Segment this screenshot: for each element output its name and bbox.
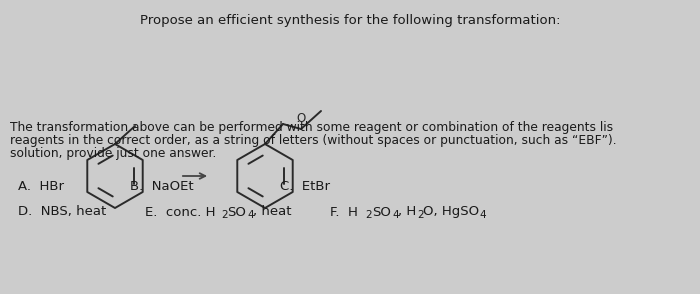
Text: A.  HBr: A. HBr [18, 181, 64, 193]
Text: Propose an efficient synthesis for the following transformation:: Propose an efficient synthesis for the f… [140, 14, 560, 27]
Text: O, HgSO: O, HgSO [423, 206, 479, 218]
Text: D.  NBS, heat: D. NBS, heat [18, 206, 106, 218]
Text: F.  H: F. H [330, 206, 358, 218]
Text: B.  NaOEt: B. NaOEt [130, 181, 194, 193]
Text: , heat: , heat [253, 206, 291, 218]
Text: reagents in the correct order, as a string of letters (without spaces or punctua: reagents in the correct order, as a stri… [10, 134, 617, 147]
Text: 2: 2 [221, 210, 228, 220]
Text: SO: SO [227, 206, 246, 218]
Text: C.  EtBr: C. EtBr [280, 181, 330, 193]
Text: The transformation above can be performed with some reagent or combination of th: The transformation above can be performe… [10, 121, 613, 134]
Text: solution, provide just one answer.: solution, provide just one answer. [10, 147, 216, 160]
Text: 2: 2 [417, 210, 424, 220]
Text: 4: 4 [392, 210, 398, 220]
Text: O: O [296, 113, 306, 126]
Text: 4: 4 [479, 210, 486, 220]
Text: 4: 4 [247, 210, 253, 220]
Text: , H: , H [398, 206, 416, 218]
Text: 2: 2 [365, 210, 372, 220]
Text: SO: SO [372, 206, 391, 218]
Text: E.  conc. H: E. conc. H [145, 206, 216, 218]
